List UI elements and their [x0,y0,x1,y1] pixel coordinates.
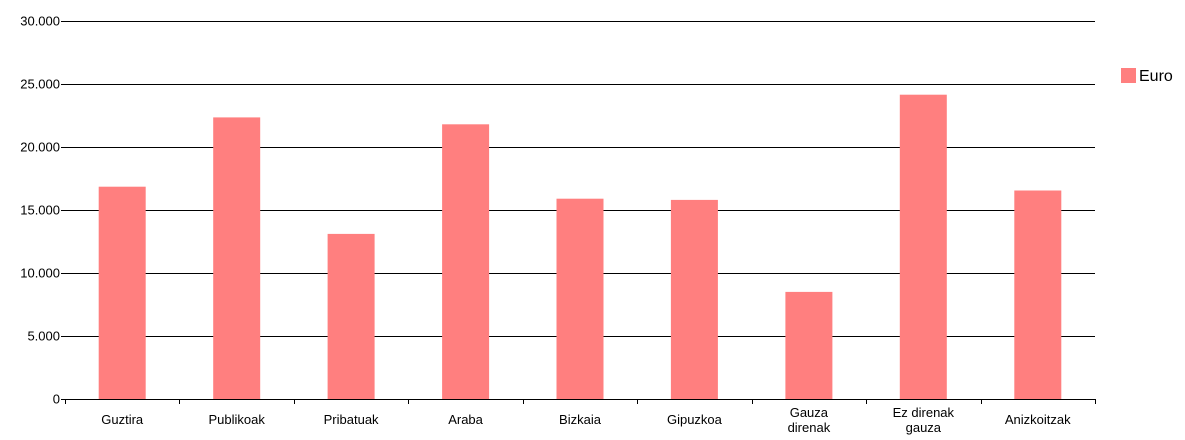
y-tick-label: 10.000 [20,266,60,281]
legend-label-euro: Euro [1139,68,1173,85]
bar-1 [98,186,146,399]
x-tick-label: Gipuzkoa [667,412,723,427]
y-tick-label: 25.000 [20,77,60,92]
bar-2 [213,117,261,400]
bar-5 [556,198,604,399]
y-tick-label: 15.000 [20,203,60,218]
y-tick-label: 5.000 [27,329,60,344]
y-tick-label: 0 [53,392,60,407]
y-tick-label: 20.000 [20,140,60,155]
bar-7 [785,291,833,399]
axes [61,21,1096,404]
x-tick-labels: Guztira Publikoak Pribatuak Araba Bizkaia Gip… [101,405,1071,435]
x-tick-label: Araba [448,412,483,427]
x-tick-label: Gauza direnak [788,405,831,435]
x-tick-label: Anizkoitzak [1005,412,1071,427]
legend: Euro [1121,68,1173,85]
x-tick-label: Publikoak [208,412,265,427]
x-tick-label: Bizkaia [559,412,602,427]
y-tick-labels: 0 5.000 10.000 15.000 20.000 25.000 30.000 [20,14,60,407]
bar-4 [442,124,490,400]
bar-8 [899,94,947,399]
legend-swatch-euro [1121,68,1136,83]
x-tick-label: Ez direnak gauza [893,405,955,435]
x-tick-label: Guztira [101,412,144,427]
bar-9 [1014,190,1062,399]
bars [98,94,1062,400]
bar-6 [670,199,718,399]
y-tick-label: 30.000 [20,14,60,29]
bar-3 [327,233,375,399]
x-tick-label: Pribatuak [324,412,379,427]
